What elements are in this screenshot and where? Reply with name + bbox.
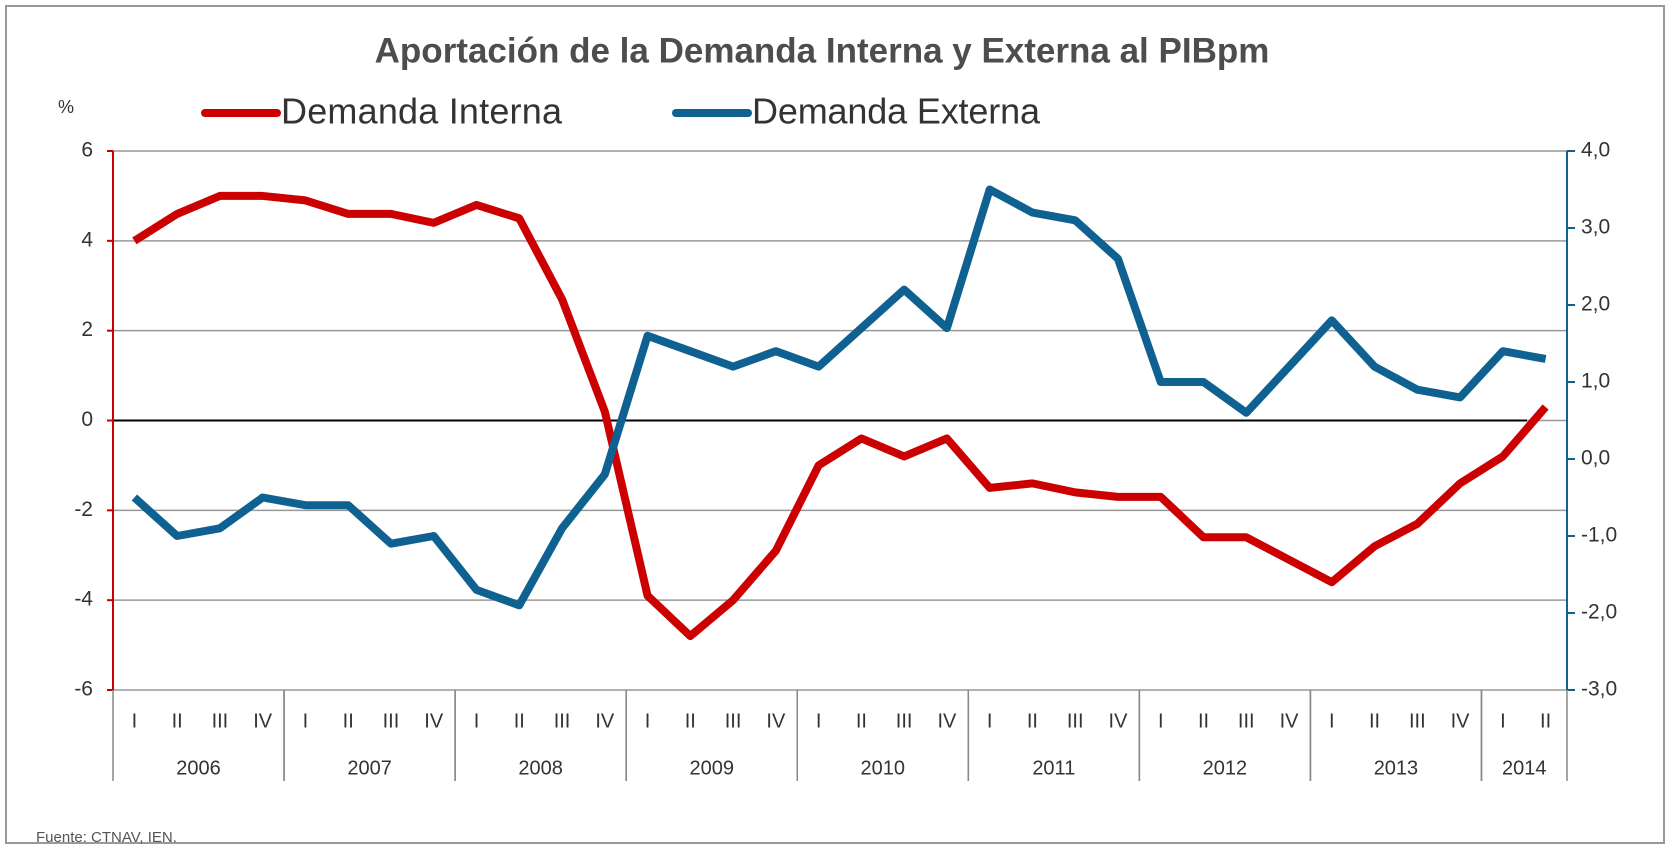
- x-tick-label: I: [132, 710, 138, 732]
- x-tick-label: II: [1027, 710, 1038, 732]
- frame: [5, 5, 1665, 844]
- legend-label: Demanda Interna: [281, 91, 563, 132]
- legend-label: Demanda Externa: [752, 91, 1041, 132]
- y-axis-label: %: [58, 97, 74, 117]
- year-label: 2008: [518, 757, 563, 779]
- x-tick-label: I: [303, 710, 309, 732]
- x-tick-label: IV: [595, 710, 615, 732]
- y-tick-label: 2: [81, 318, 93, 341]
- x-tick-label: IV: [424, 710, 444, 732]
- x-tick-label: IV: [766, 710, 786, 732]
- year-label: 2014: [1502, 757, 1547, 779]
- y2-tick-label: 3,0: [1581, 216, 1610, 239]
- x-tick-label: III: [1238, 710, 1255, 732]
- x-tick-label: II: [1540, 710, 1551, 732]
- x-tick-label: I: [1500, 710, 1506, 732]
- x-tick-label: II: [685, 710, 696, 732]
- x-tick-label: III: [896, 710, 913, 732]
- x-tick-label: I: [1158, 710, 1164, 732]
- x-tick-label: I: [816, 710, 822, 732]
- x-tick-label: III: [1067, 710, 1084, 732]
- x-tick-label: IV: [253, 710, 273, 732]
- series-line: [132, 191, 1549, 641]
- y2-tick-label: 0,0: [1581, 447, 1610, 470]
- x-tick-label: I: [987, 710, 993, 732]
- x-tick-label: III: [212, 710, 229, 732]
- x-tick-label: III: [554, 710, 571, 732]
- x-tick-label: I: [1329, 710, 1335, 732]
- year-label: 2013: [1374, 757, 1419, 779]
- year-label: 2012: [1203, 757, 1248, 779]
- x-tick-label: I: [474, 710, 480, 732]
- x-tick-label: IV: [937, 710, 957, 732]
- year-label: 2007: [347, 757, 392, 779]
- y-tick-label: 6: [81, 139, 93, 162]
- y-tick-label: 0: [81, 408, 93, 431]
- y-tick-label: -4: [74, 588, 93, 611]
- x-tick-label: III: [725, 710, 742, 732]
- y-tick-label: -6: [74, 678, 93, 701]
- year-label: 2009: [689, 757, 734, 779]
- year-label: 2010: [861, 757, 906, 779]
- y2-tick-label: -1,0: [1581, 524, 1617, 547]
- series-line: [131, 185, 1547, 610]
- x-tick-label: III: [383, 710, 400, 732]
- y2-tick-label: 1,0: [1581, 370, 1610, 393]
- y-tick-label: -2: [74, 498, 93, 521]
- y2-tick-label: -2,0: [1581, 601, 1617, 624]
- x-tick-label: II: [343, 710, 354, 732]
- x-tick-label: II: [1369, 710, 1380, 732]
- y2-tick-label: 4,0: [1581, 139, 1610, 162]
- x-tick-label: III: [1409, 710, 1426, 732]
- y2-tick-label: -3,0: [1581, 678, 1617, 701]
- y2-tick-label: 2,0: [1581, 293, 1610, 316]
- x-tick-label: IV: [1109, 710, 1129, 732]
- year-label: 2006: [176, 757, 221, 779]
- source: Fuente: CTNAV, IEN.: [36, 829, 177, 846]
- x-tick-label: II: [514, 710, 525, 732]
- y-tick-label: 4: [81, 228, 93, 251]
- chart-title: Aportación de la Demanda Interna y Exter…: [375, 31, 1270, 70]
- x-tick-label: II: [856, 710, 867, 732]
- x-tick-label: II: [1198, 710, 1209, 732]
- x-tick-label: I: [645, 710, 651, 732]
- x-tick-label: IV: [1280, 710, 1300, 732]
- year-label: 2011: [1032, 757, 1075, 779]
- x-tick-label: IV: [1451, 710, 1471, 732]
- x-tick-label: II: [172, 710, 183, 732]
